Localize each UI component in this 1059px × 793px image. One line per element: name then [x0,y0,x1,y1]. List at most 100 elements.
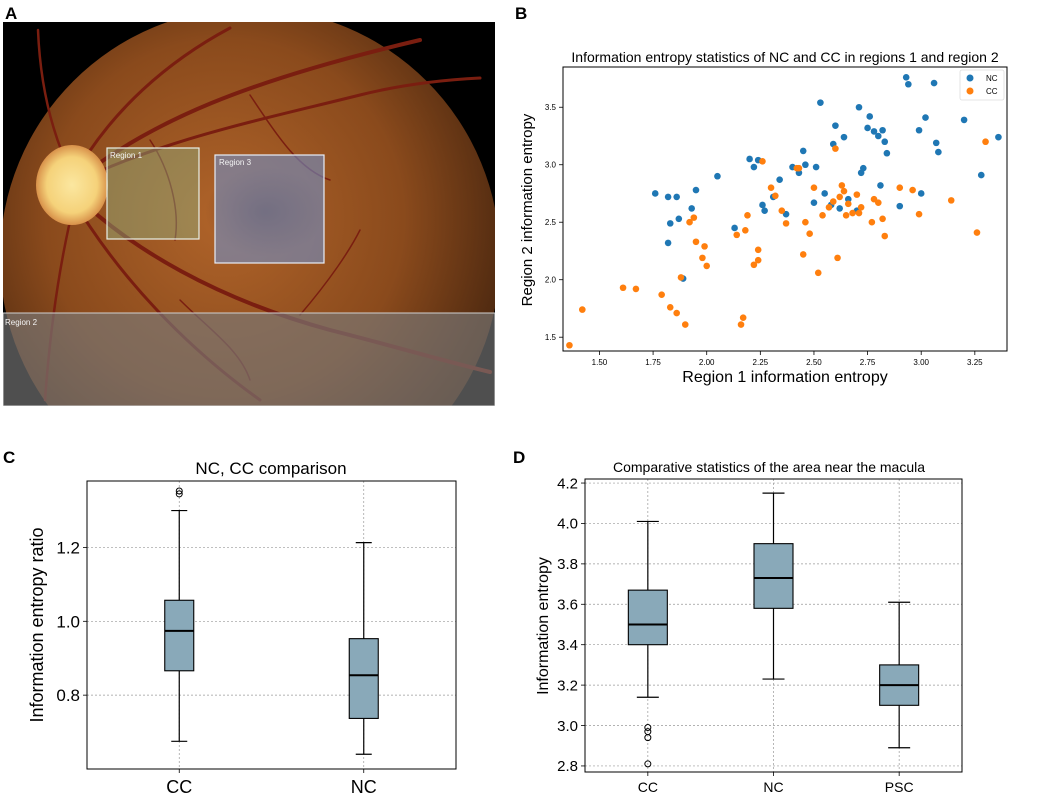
region-3-label: Region 3 [219,158,252,167]
scatter-point-nc [879,126,886,134]
y-tick-label: 3.6 [557,597,578,614]
y-tick-label: 1.5 [545,333,557,342]
scatter-point-nc [930,79,938,87]
scatter-point-nc [692,186,700,194]
legend-nc-label: NC [986,74,998,83]
scatter-point-nc [810,199,818,206]
scatter-point-nc [761,207,768,215]
scatter-point-nc [995,133,1002,141]
scatter-point-cc [579,306,586,313]
scatter-point-cc [855,209,863,217]
scatter-point-cc [619,284,627,292]
scatter-point-cc [834,254,841,262]
scatter-point-nc [651,190,659,197]
outlier-point [175,490,183,498]
scatter-point-cc [737,321,745,328]
box-nc [753,492,794,680]
scatter-point-nc [922,114,929,121]
panel-d-boxplot: D Comparative statistics of the area nea… [513,448,963,793]
chart-d-ylabel: Information entropy [535,557,552,695]
outlier-point [644,734,652,742]
y-tick-label: 3.5 [545,103,557,112]
scatter-point-cc [795,164,803,172]
scatter-point-cc [632,285,640,293]
panel-a-letter: A [5,4,17,23]
optic-disc [36,145,108,225]
scatter-point-cc [686,218,693,226]
scatter-point-cc [681,321,689,328]
region-3-overlay [214,154,325,264]
scatter-point-nc [664,193,672,201]
scatter-point-nc [802,161,809,169]
x-tick-label: 3.00 [913,358,929,367]
scatter-point-cc [909,186,916,194]
x-tick-label: 1.50 [592,358,608,367]
scatter-point-nc [855,103,863,111]
x-tick-label: NC [351,777,377,793]
scatter-point-nc [977,171,985,179]
scatter-point-cc [754,256,762,264]
y-tick-label: 1.0 [56,612,80,631]
panel-c-boxplot: C NC, CC comparison Information entropy … [3,448,457,793]
region-1-overlay [106,147,200,240]
y-tick-label: 3.0 [545,161,557,170]
scatter-point-cc [703,262,711,270]
scatter-point-cc [868,218,876,226]
x-tick-label: NC [763,779,783,793]
scatter-point-nc [896,202,904,210]
scatter-point-cc [881,232,889,240]
chart-b-xlabel: Region 1 information entropy [682,369,887,386]
scatter-point-cc [947,197,955,204]
scatter-point-nc [799,147,807,155]
outlier-point [644,760,652,768]
scatter-point-cc [677,274,685,281]
x-tick-label: 1.75 [645,358,661,367]
scatter-point-nc [675,215,683,223]
y-tick-label: 2.0 [545,276,557,285]
scatter-point-cc [733,231,741,239]
y-tick-label: 3.4 [557,637,578,654]
scatter-point-nc [875,132,882,140]
scatter-point-cc [814,269,822,277]
iqr-box [753,543,794,609]
scatter-point-nc [840,133,848,141]
panel-b-scatter: B Information entropy statistics of NC a… [515,4,1008,386]
scatter-point-cc [819,212,826,219]
scatter-point-cc [739,314,747,321]
scatter-point-cc [782,220,790,227]
x-tick-label: 2.25 [753,358,769,367]
scatter-point-cc [842,212,850,219]
scatter-point-cc [772,192,779,200]
scatter-point-cc [982,138,989,146]
scatter-point-cc [896,184,904,192]
chart-b-legend: NC CC [959,69,1005,101]
scatter-point-nc [714,172,721,180]
scatter-point-nc [832,122,839,129]
scatter-point-nc [759,201,766,209]
panel-d-letter: D [513,448,525,467]
scatter-point-cc [799,251,807,258]
chart-d-title: Comparative statistics of the area near … [613,459,925,475]
scatter-point-cc [802,218,809,226]
scatter-point-nc [859,164,867,172]
box-psc [879,601,920,749]
iqr-box [164,599,195,672]
scatter-point-cc [875,199,882,206]
scatter-point-cc [836,193,843,201]
scatter-point-nc [750,163,758,171]
scatter-point-cc [690,214,698,221]
scatter-point-cc [853,191,861,198]
y-tick-label: 2.5 [545,218,557,227]
legend-cc-label: CC [986,87,998,96]
chart-c-ylabel: Information entropy ratio [27,527,47,722]
scatter-point-cc [915,210,923,218]
scatter-point-cc [658,291,665,298]
chart-b-title: Information entropy statistics of NC and… [571,49,998,65]
panel-a-fundus-image: A Region 1 Region 3 [3,4,495,406]
scatter-point-nc [664,239,672,247]
x-tick-label: 2.50 [806,358,822,367]
scatter-point-cc [692,238,700,246]
scatter-point-cc [840,187,848,195]
box-cc [164,487,195,742]
outlier-point [644,724,652,732]
